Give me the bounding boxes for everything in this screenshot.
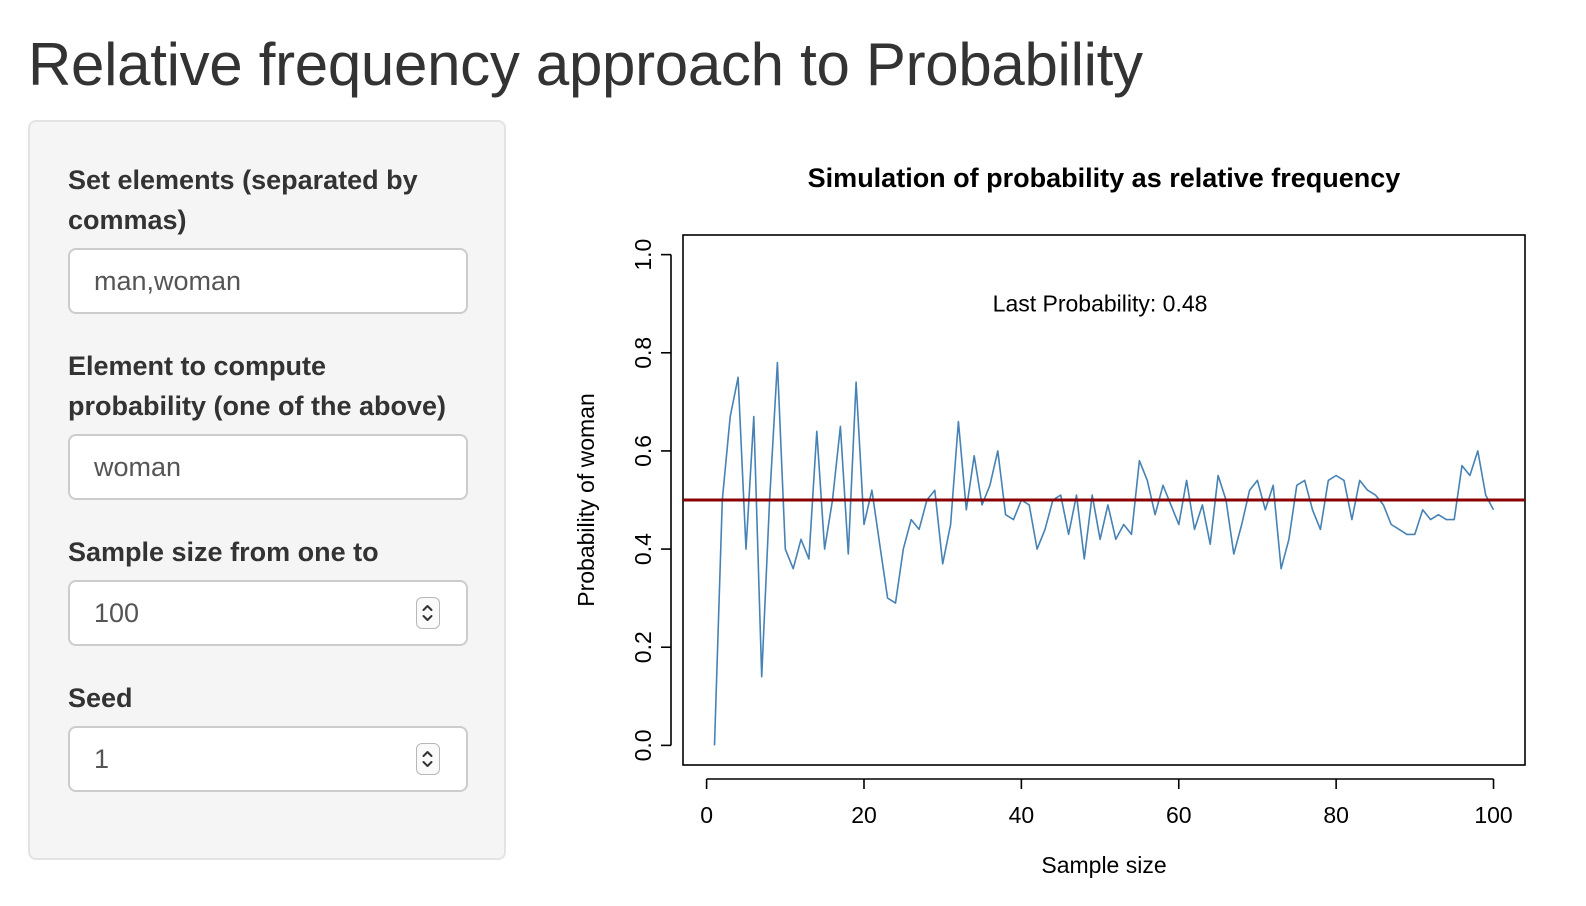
sidebar-panel: Set elements (separated by commas) man,w… bbox=[28, 120, 506, 860]
y-tick-label: 0.0 bbox=[630, 729, 656, 761]
seed-label: Seed bbox=[68, 683, 133, 713]
page-title: Relative frequency approach to Probabili… bbox=[28, 31, 1143, 98]
last-probability-annotation: Last Probability: 0.48 bbox=[993, 291, 1208, 317]
x-tick-label: 80 bbox=[1323, 802, 1349, 828]
sample-size-label: Sample size from one to bbox=[68, 537, 379, 567]
set-elements-label: Set elements (separated by commas) bbox=[68, 165, 418, 235]
y-tick-label: 0.8 bbox=[630, 337, 656, 369]
spinner-icon[interactable] bbox=[416, 743, 440, 775]
x-tick-label: 0 bbox=[700, 802, 713, 828]
chart-title: Simulation of probability as relative fr… bbox=[808, 163, 1401, 193]
y-tick-label: 1.0 bbox=[630, 239, 656, 271]
sample-size-value: 100 bbox=[94, 598, 140, 628]
element-to-compute-input[interactable]: woman bbox=[68, 434, 468, 500]
set-elements-input[interactable]: man,woman bbox=[68, 248, 468, 314]
y-tick-label: 0.4 bbox=[630, 533, 656, 565]
x-tick-label: 40 bbox=[1009, 802, 1035, 828]
spinner-icon[interactable] bbox=[416, 597, 440, 629]
probability-chart-svg: Simulation of probability as relative fr… bbox=[573, 163, 1526, 878]
x-tick-label: 60 bbox=[1166, 802, 1192, 828]
seed-value: 1 bbox=[94, 744, 110, 774]
element-to-compute-label: Element to compute probability (one of t… bbox=[68, 351, 447, 421]
y-tick-label: 0.6 bbox=[630, 435, 656, 467]
set-elements-value: man,woman bbox=[94, 266, 242, 296]
x-tick-label: 100 bbox=[1474, 802, 1512, 828]
y-axis-label: Probability of woman bbox=[573, 393, 599, 607]
y-tick-label: 0.2 bbox=[630, 631, 656, 663]
probability-series-line bbox=[713, 361, 1495, 746]
x-axis-label: Sample size bbox=[1041, 852, 1166, 878]
sample-size-input[interactable]: 100 bbox=[68, 580, 468, 646]
x-tick-label: 20 bbox=[851, 802, 877, 828]
probability-plot: Simulation of probability as relative fr… bbox=[560, 140, 1560, 900]
element-to-compute-value: woman bbox=[94, 452, 182, 482]
seed-input[interactable]: 1 bbox=[68, 726, 468, 792]
